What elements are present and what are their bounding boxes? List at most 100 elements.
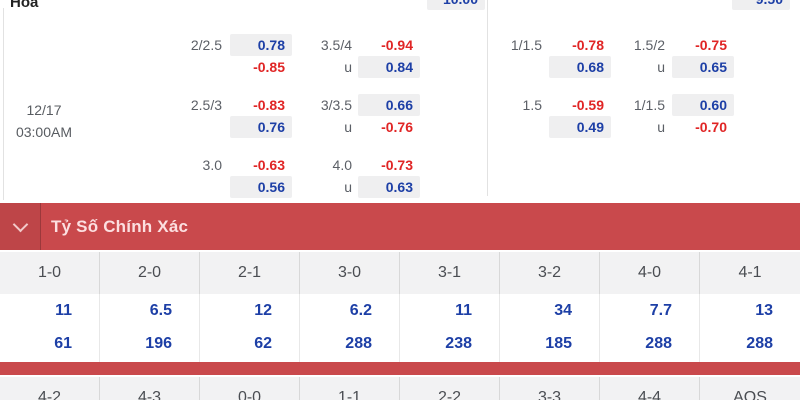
- score-odds-cell[interactable]: 6.2 288: [300, 294, 400, 362]
- score-header: 4-4: [600, 377, 700, 400]
- odds-line: -0.85 u 0.84: [0, 56, 420, 78]
- odds-value[interactable]: 185: [545, 335, 572, 352]
- odds-line: 0.76 u -0.76: [0, 116, 420, 138]
- odds-button[interactable]: -0.78: [572, 37, 604, 53]
- odds-button[interactable]: 0.49: [549, 116, 611, 138]
- odds-value[interactable]: 13: [755, 302, 773, 319]
- draw-row-label: Hòa: [10, 0, 39, 11]
- score-header: 4-3: [100, 377, 200, 400]
- score-odds-row: 11 61 6.5 196 12 62 6.2 288 11 238 34 18…: [0, 294, 800, 362]
- odds-button-1x2-left[interactable]: 10.00: [427, 0, 485, 10]
- odds-button[interactable]: 0.68: [549, 56, 611, 78]
- red-divider-bar: [0, 362, 800, 375]
- match-time: 03:00AM: [15, 124, 73, 140]
- odds-line: 2/2.5 0.78 3.5/4 -0.94: [0, 34, 420, 56]
- handicap-label: 1.5/2: [633, 37, 665, 53]
- match-date: 12/17: [26, 102, 62, 118]
- odds-value[interactable]: 288: [746, 335, 773, 352]
- score-header: 2-1: [200, 252, 300, 294]
- odds-button[interactable]: -0.59: [572, 97, 604, 113]
- handicap-label: 1/1.5: [510, 37, 542, 53]
- handicap-label: 1/1.5: [633, 97, 665, 113]
- odds-button[interactable]: 0.84: [358, 56, 420, 78]
- odds-value[interactable]: 12: [254, 302, 272, 319]
- score-odds-cell[interactable]: 11 238: [400, 294, 500, 362]
- handicap-label: 2/2.5: [190, 37, 222, 53]
- score-odds-cell[interactable]: 7.7 288: [600, 294, 700, 362]
- correct-score-section-header: Tỷ Số Chính Xác: [0, 203, 800, 250]
- score-odds-cell[interactable]: 12 62: [200, 294, 300, 362]
- odds-value[interactable]: 6.2: [349, 302, 372, 319]
- score-header: 4-1: [700, 252, 800, 294]
- odds-line: 1.5 -0.59 1/1.5 0.60: [487, 94, 734, 116]
- odds-value[interactable]: 62: [254, 335, 272, 352]
- handicap-label: 3.5/4: [320, 37, 352, 53]
- under-label: u: [657, 119, 665, 135]
- score-header: AOS: [700, 377, 800, 400]
- handicap-label: 2.5/3: [190, 97, 222, 113]
- under-label: u: [657, 59, 665, 75]
- score-header: 3-1: [400, 252, 500, 294]
- odds-button[interactable]: -0.85: [253, 59, 285, 75]
- odds-value[interactable]: 288: [345, 335, 372, 352]
- odds-button[interactable]: -0.94: [381, 37, 413, 53]
- score-header: 3-0: [300, 252, 400, 294]
- odds-value[interactable]: 6.5: [149, 302, 172, 319]
- score-odds-cell[interactable]: 13 288: [700, 294, 800, 362]
- odds-button[interactable]: -0.75: [695, 37, 727, 53]
- odds-line: 0.49 u -0.70: [487, 116, 734, 138]
- odds-value[interactable]: 34: [554, 302, 572, 319]
- odds-button[interactable]: 0.56: [230, 176, 292, 198]
- match-datetime: 12/17 03:00AM: [6, 99, 82, 143]
- odds-value[interactable]: 61: [54, 335, 72, 352]
- odds-button[interactable]: 0.63: [358, 176, 420, 198]
- odds-button-1x2-right[interactable]: 9.50: [732, 0, 790, 10]
- odds-button[interactable]: 0.60: [672, 94, 734, 116]
- score-header: 3-2: [500, 252, 600, 294]
- odds-button[interactable]: -0.73: [381, 157, 413, 173]
- odds-button[interactable]: 0.66: [358, 94, 420, 116]
- odds-value[interactable]: 288: [645, 335, 672, 352]
- odds-group-divider: [487, 0, 488, 196]
- odds-button[interactable]: -0.83: [253, 97, 285, 113]
- under-label: u: [344, 179, 352, 195]
- odds-line: 0.56 u 0.63: [0, 176, 420, 198]
- odds-value[interactable]: 7.7: [649, 302, 672, 319]
- odds-value[interactable]: 196: [145, 335, 172, 352]
- odds-line: 2.5/3 -0.83 3/3.5 0.66: [0, 94, 420, 116]
- score-header-row-1: 1-0 2-0 2-1 3-0 3-1 3-2 4-0 4-1: [0, 252, 800, 294]
- score-header: 2-0: [100, 252, 200, 294]
- handicap-label: 1.5: [522, 97, 542, 113]
- odds-button[interactable]: -0.63: [253, 157, 285, 173]
- handicap-label: 4.0: [332, 157, 352, 173]
- left-border-rule: [3, 8, 4, 200]
- score-odds-cell[interactable]: 34 185: [500, 294, 600, 362]
- score-header: 4-2: [0, 377, 100, 400]
- odds-line: 3.0 -0.63 4.0 -0.73: [0, 154, 420, 176]
- score-odds-cell[interactable]: 11 61: [0, 294, 100, 362]
- handicap-label: 3/3.5: [320, 97, 352, 113]
- score-odds-cell[interactable]: 6.5 196: [100, 294, 200, 362]
- collapse-toggle[interactable]: [0, 203, 41, 250]
- score-header: 0-0: [200, 377, 300, 400]
- odds-value[interactable]: 11: [455, 302, 472, 319]
- odds-line: 1/1.5 -0.78 1.5/2 -0.75: [487, 34, 734, 56]
- score-header: 1-1: [300, 377, 400, 400]
- odds-button[interactable]: -0.76: [381, 119, 413, 135]
- odds-line: 0.68 u 0.65: [487, 56, 734, 78]
- odds-value[interactable]: 11: [55, 302, 72, 319]
- odds-value[interactable]: 238: [445, 335, 472, 352]
- score-header: 2-2: [400, 377, 500, 400]
- score-header: 4-0: [600, 252, 700, 294]
- handicap-label: 3.0: [202, 157, 222, 173]
- odds-button[interactable]: -0.70: [695, 119, 727, 135]
- odds-button[interactable]: 0.78: [230, 34, 292, 56]
- score-header-row-2: 4-2 4-3 0-0 1-1 2-2 3-3 4-4 AOS: [0, 377, 800, 400]
- chevron-down-icon: [12, 216, 28, 232]
- odds-button[interactable]: 0.65: [672, 56, 734, 78]
- under-label: u: [344, 59, 352, 75]
- under-label: u: [344, 119, 352, 135]
- score-header: 1-0: [0, 252, 100, 294]
- odds-button[interactable]: 0.76: [230, 116, 292, 138]
